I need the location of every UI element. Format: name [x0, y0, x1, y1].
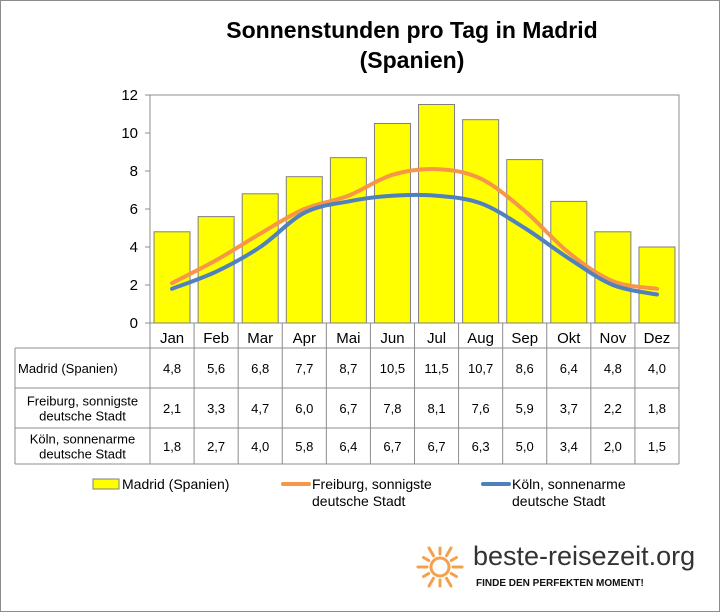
table-cell-value: 6,8 — [251, 361, 269, 376]
table-cell-value: 10,7 — [468, 361, 493, 376]
table-cell-value: 6,4 — [339, 439, 357, 454]
table-cell-value: 8,6 — [516, 361, 534, 376]
x-tick-label: Mai — [336, 330, 360, 347]
series-line-1 — [170, 166, 659, 291]
table-row-label: Madrid (Spanien) — [18, 361, 118, 376]
table-row-label: deutsche Stadt — [39, 409, 126, 424]
y-tick-label: 2 — [130, 277, 138, 294]
x-tick-label: Apr — [293, 330, 316, 347]
chart-title-line: Sonnenstunden pro Tag in Madrid — [226, 17, 597, 43]
sun-ray — [449, 572, 458, 578]
table-cell-value: 3,4 — [560, 439, 578, 454]
table-cell-value: 7,8 — [383, 401, 401, 416]
table-cell-value: 5,9 — [516, 401, 534, 416]
table-cell-value: 6,7 — [428, 439, 446, 454]
table-cell-value: 3,3 — [207, 401, 225, 416]
x-tick-label: Dez — [644, 330, 671, 347]
table-cell-value: 2,7 — [207, 439, 225, 454]
x-tick-label: Mar — [247, 330, 273, 347]
legend-entry: Madrid (Spanien) — [122, 476, 229, 492]
table-cell-value: 5,6 — [207, 361, 225, 376]
table-cell-value: 5,0 — [516, 439, 534, 454]
y-tick-label: 6 — [130, 201, 138, 218]
y-tick-label: 4 — [130, 239, 138, 256]
bar-sep — [506, 159, 544, 324]
table-cell-value: 4,8 — [163, 361, 181, 376]
bar-jul — [418, 104, 456, 324]
table-cell-value: 2,1 — [163, 401, 181, 416]
plot-area — [149, 94, 680, 324]
x-tick-label: Nov — [600, 330, 627, 347]
table-row-label: deutsche Stadt — [39, 447, 126, 462]
bar-jun — [373, 123, 411, 324]
bar-aug — [462, 119, 500, 324]
table-cell-value: 2,2 — [604, 401, 622, 416]
table-cell-value: 7,6 — [472, 401, 490, 416]
x-tick-label: Jan — [160, 330, 184, 347]
sun-ray — [449, 556, 458, 562]
legend-entry: Freiburg, sonnigste — [312, 476, 432, 492]
table-cell-value: 4,0 — [648, 361, 666, 376]
table-row-label: Freiburg, sonnigste — [27, 394, 138, 409]
bar-mai — [329, 157, 367, 324]
sun-icon — [416, 546, 464, 588]
table-cell-value: 4,8 — [604, 361, 622, 376]
table-cell-value: 1,8 — [163, 439, 181, 454]
y-tick-label: 12 — [121, 87, 138, 104]
sun-ray — [445, 576, 453, 588]
table-cell-value: 1,8 — [648, 401, 666, 416]
bar-dez — [638, 246, 676, 324]
x-tick-label: Okt — [557, 330, 581, 347]
sun-ray — [427, 576, 435, 588]
table-row-label: Köln, sonnenarme — [30, 432, 136, 447]
legend-entry: deutsche Stadt — [512, 493, 606, 509]
sun-ray — [422, 556, 431, 562]
sun-ray — [445, 546, 453, 558]
legend-swatch-bar — [92, 478, 120, 490]
bar-mar — [241, 193, 279, 324]
chart-title-line: (Spanien) — [360, 47, 465, 73]
table-cell-value: 5,8 — [295, 439, 313, 454]
legend-entry: Köln, sonnenarme — [512, 476, 626, 492]
bar-apr — [285, 176, 323, 324]
brand-name: beste-reisezeit.org — [473, 541, 695, 571]
table-cell-value: 7,7 — [295, 361, 313, 376]
series-line-2 — [170, 192, 659, 297]
legend-entry: deutsche Stadt — [312, 493, 406, 509]
table-cell-value: 6,4 — [560, 361, 578, 376]
table-cell-value: 1,5 — [648, 439, 666, 454]
table-cell-value: 11,5 — [424, 361, 448, 376]
table-cell-value: 8,7 — [339, 361, 357, 376]
table-cell-value: 3,7 — [560, 401, 578, 416]
table-cell-value: 6,7 — [339, 401, 357, 416]
table-cell-value: 4,0 — [251, 439, 269, 454]
sun-core — [429, 556, 451, 578]
table-cell-value: 8,1 — [428, 401, 446, 416]
table-cell-value: 6,7 — [383, 439, 401, 454]
sun-ray — [427, 546, 435, 558]
y-tick-label: 10 — [121, 125, 138, 142]
x-tick-label: Aug — [467, 330, 494, 347]
sun-ray — [422, 572, 431, 578]
x-tick-label: Sep — [511, 330, 538, 347]
table-cell-value: 6,0 — [295, 401, 313, 416]
table-cell-value: 2,0 — [604, 439, 622, 454]
x-tick-label: Jul — [427, 330, 446, 347]
table-cell-value: 10,5 — [380, 361, 405, 376]
brand-tagline: FINDE DEN PERFEKTEN MOMENT! — [476, 578, 644, 589]
table-cell-value: 4,7 — [251, 401, 269, 416]
table-cell-value: 6,3 — [472, 439, 490, 454]
x-tick-label: Jun — [380, 330, 404, 347]
y-tick-label: 8 — [130, 163, 138, 180]
x-tick-label: Feb — [203, 330, 229, 347]
y-tick-label: 0 — [130, 315, 138, 332]
